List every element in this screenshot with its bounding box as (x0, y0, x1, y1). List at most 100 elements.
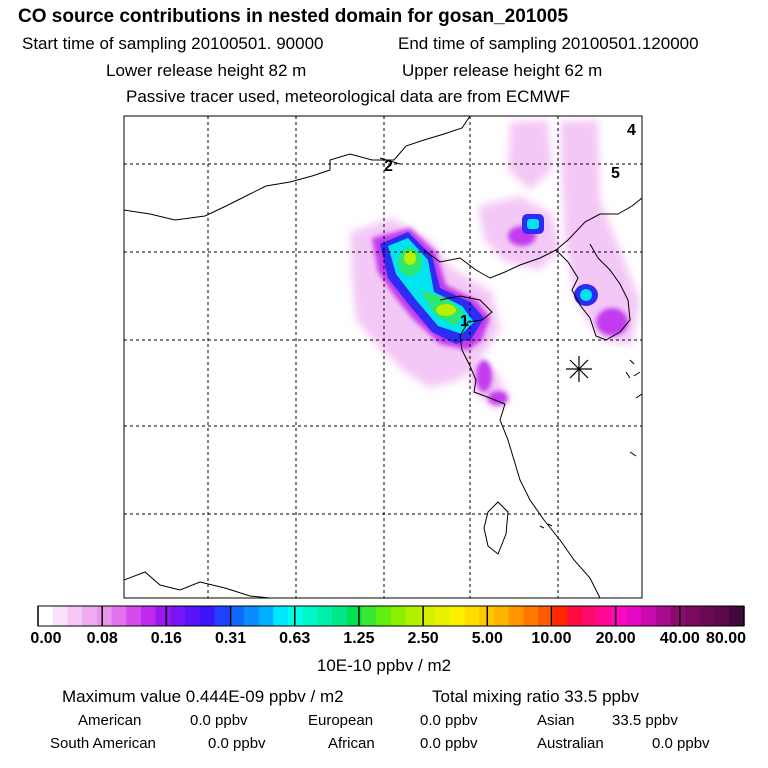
colorbar-cell (670, 606, 686, 626)
colorbar-cell (611, 606, 627, 626)
european-value: 0.0 ppbv (420, 712, 478, 729)
coastlines (124, 116, 642, 598)
map-border (123, 115, 643, 599)
plume-outer-north (508, 120, 552, 190)
colorbar-cell (346, 606, 362, 626)
colorbar-cell (199, 606, 215, 626)
concentration-field (124, 116, 642, 598)
bohai-coast (423, 197, 642, 279)
colorbar-cell (391, 606, 407, 626)
colorbar-cell (111, 606, 127, 626)
colorbar-cell (96, 606, 112, 626)
colorbar-units: 10E-10 ppbv / m2 (316, 656, 452, 675)
colorbar-cell (493, 606, 510, 626)
american-label: American (78, 712, 142, 729)
colorbar-tick-label: 80.00 (705, 630, 747, 647)
plume-violet-estuary (488, 391, 508, 405)
colorbar-tick-label: 0.16 (150, 630, 182, 647)
colorbar-cell (126, 606, 142, 626)
colorbar-cell (82, 606, 98, 626)
colorbar-cell (641, 606, 657, 626)
colorbar-tick-label: 1.25 (343, 630, 375, 647)
asian-value: 33.5 ppbv (612, 712, 678, 729)
plume-outer-korea (560, 120, 640, 345)
colorbar-cell (361, 606, 377, 626)
colorbar-cell (258, 606, 274, 626)
colorbar-cell (376, 606, 392, 626)
receptor-star-icon (566, 356, 592, 382)
plume-cyan-bohai (527, 219, 539, 229)
colorbar-tick-label: 5.00 (471, 630, 503, 647)
colorbar-cell (273, 606, 289, 626)
plume-cyan-korea (580, 289, 592, 301)
colorbar-tick-label: 0.31 (214, 630, 247, 647)
colorbar-cell (214, 606, 230, 626)
colorbar-cell (140, 606, 157, 626)
colorbar-cell (655, 606, 671, 626)
south-american-label: South American (50, 735, 156, 752)
australian-value: 0.0 ppbv (652, 735, 710, 752)
border-line-north (124, 116, 471, 221)
colorbar-cell (332, 606, 348, 626)
graticule (124, 116, 642, 598)
colorbar-cell (67, 606, 83, 626)
colorbar-cell (317, 606, 333, 626)
shandong-coast (439, 295, 506, 405)
colorbar-cell (52, 606, 68, 626)
colorbar-cell (699, 606, 715, 626)
african-value: 0.0 ppbv (420, 735, 478, 752)
colorbar-cell (538, 606, 554, 626)
colorbar-tick-label: 20.00 (595, 630, 636, 647)
colorbar-cell (170, 606, 186, 626)
plume-hotspot-2 (436, 304, 456, 316)
colorbar-ticks (37, 606, 745, 626)
colorbar-tick-label: 40.00 (659, 630, 700, 647)
south-american-value: 0.0 ppbv (208, 735, 266, 752)
maximum-value: Maximum value 0.444E-09 ppbv / m2 (62, 687, 344, 706)
taiwan-coast (483, 501, 509, 555)
colorbar-cell (552, 606, 568, 626)
colorbar-cell (626, 606, 642, 626)
colorbar-tick-label: 2.50 (407, 630, 439, 647)
end-sampling-time: End time of sampling 20100501.120000 (398, 34, 699, 53)
colorbar-cell (420, 606, 436, 626)
colorbar-cell (508, 606, 524, 626)
colorbar-cell (405, 606, 421, 626)
colorbar-cell (229, 606, 245, 626)
colorbar-cell (302, 606, 318, 626)
colorbar-cell (243, 606, 260, 626)
colorbar-cell (567, 606, 583, 626)
colorbar-tick-label: 0.63 (279, 630, 311, 647)
african-label: African (328, 735, 375, 752)
plume-violet-south (476, 360, 492, 392)
plume-hotspot-1 (404, 251, 416, 265)
american-value: 0.0 ppbv (190, 712, 248, 729)
plot-title: CO source contributions in nested domain… (18, 6, 569, 27)
australian-label: Australian (537, 735, 604, 752)
colorbar-cell (38, 606, 54, 626)
start-sampling-time: Start time of sampling 20100501. 90000 (22, 34, 324, 53)
islands (539, 359, 642, 529)
colorbar-cell (685, 606, 701, 626)
upper-release-height: Upper release height 62 m (402, 61, 603, 80)
tracer-note: Passive tracer used, meteorological data… (126, 87, 571, 106)
colorbar-cell (155, 606, 171, 626)
colorbar-cell (435, 606, 451, 626)
border-spur (379, 157, 401, 165)
colorbar-cell (596, 606, 613, 626)
colorbar (38, 606, 745, 626)
colorbar-cell (729, 606, 745, 626)
southeast-coast (499, 403, 601, 598)
colorbar-cell (288, 606, 304, 626)
colorbar-tick-label: 0.00 (30, 630, 62, 647)
plume-violet-korea (596, 308, 628, 336)
european-label: European (308, 712, 374, 729)
region-label-1: 1 (460, 313, 469, 330)
colorbar-cell (523, 606, 539, 626)
colorbar-cell (464, 606, 480, 626)
colorbar-tick-label: 0.08 (86, 630, 118, 647)
colorbar-cell (449, 606, 465, 626)
colorbar-cell (185, 606, 201, 626)
region-label-4: 4 (627, 122, 636, 139)
